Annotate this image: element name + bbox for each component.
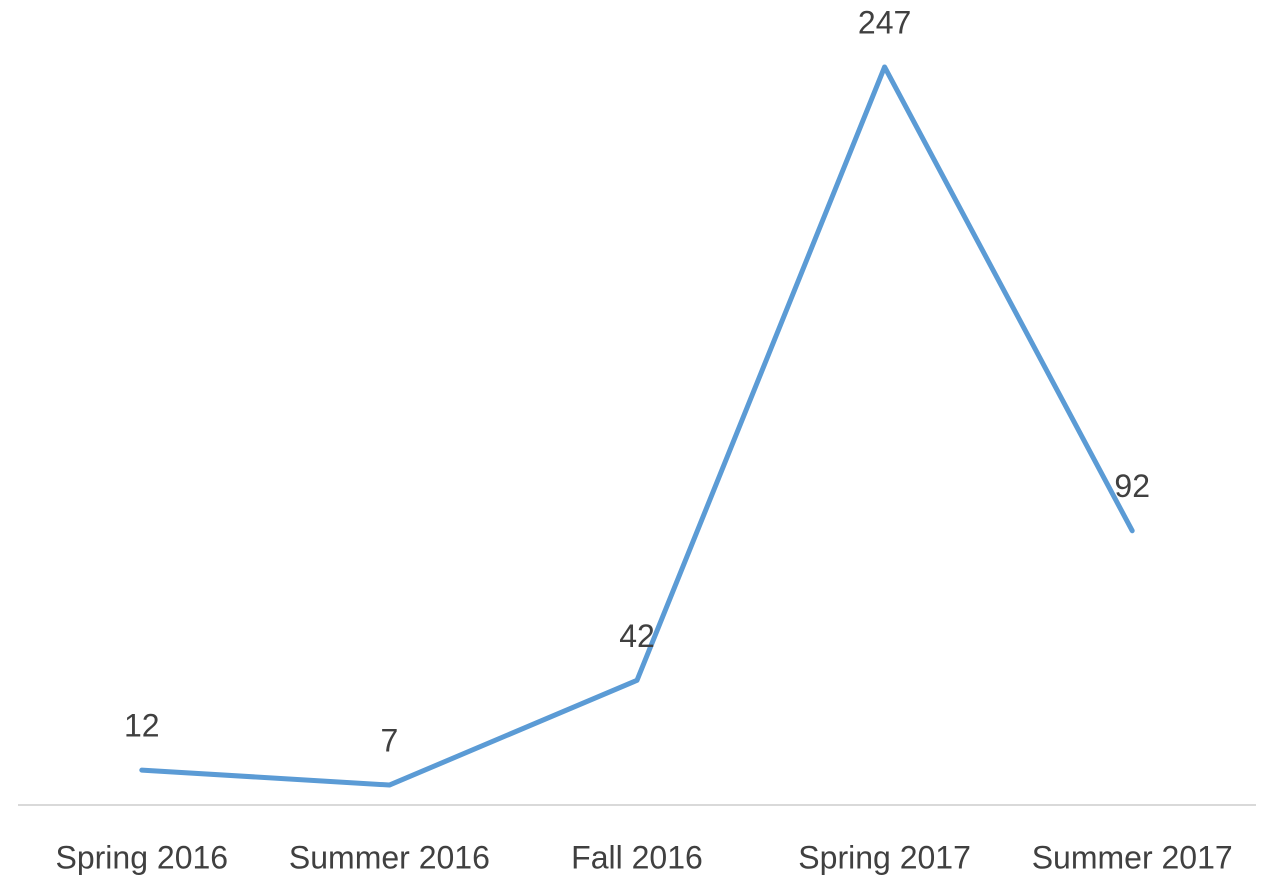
line-series: [139, 64, 1135, 788]
x-tick-label: Spring 2017: [798, 839, 971, 875]
data-label: 42: [619, 618, 655, 654]
x-tick-label: Summer 2016: [289, 839, 490, 875]
x-tick-label: Summer 2017: [1032, 839, 1233, 875]
data-label: 247: [858, 4, 911, 40]
data-label: 7: [381, 723, 399, 759]
data-label: 92: [1114, 468, 1150, 504]
x-tick-label: Fall 2016: [571, 839, 703, 875]
x-tick-label: Spring 2016: [56, 839, 229, 875]
data-label: 12: [124, 708, 160, 744]
